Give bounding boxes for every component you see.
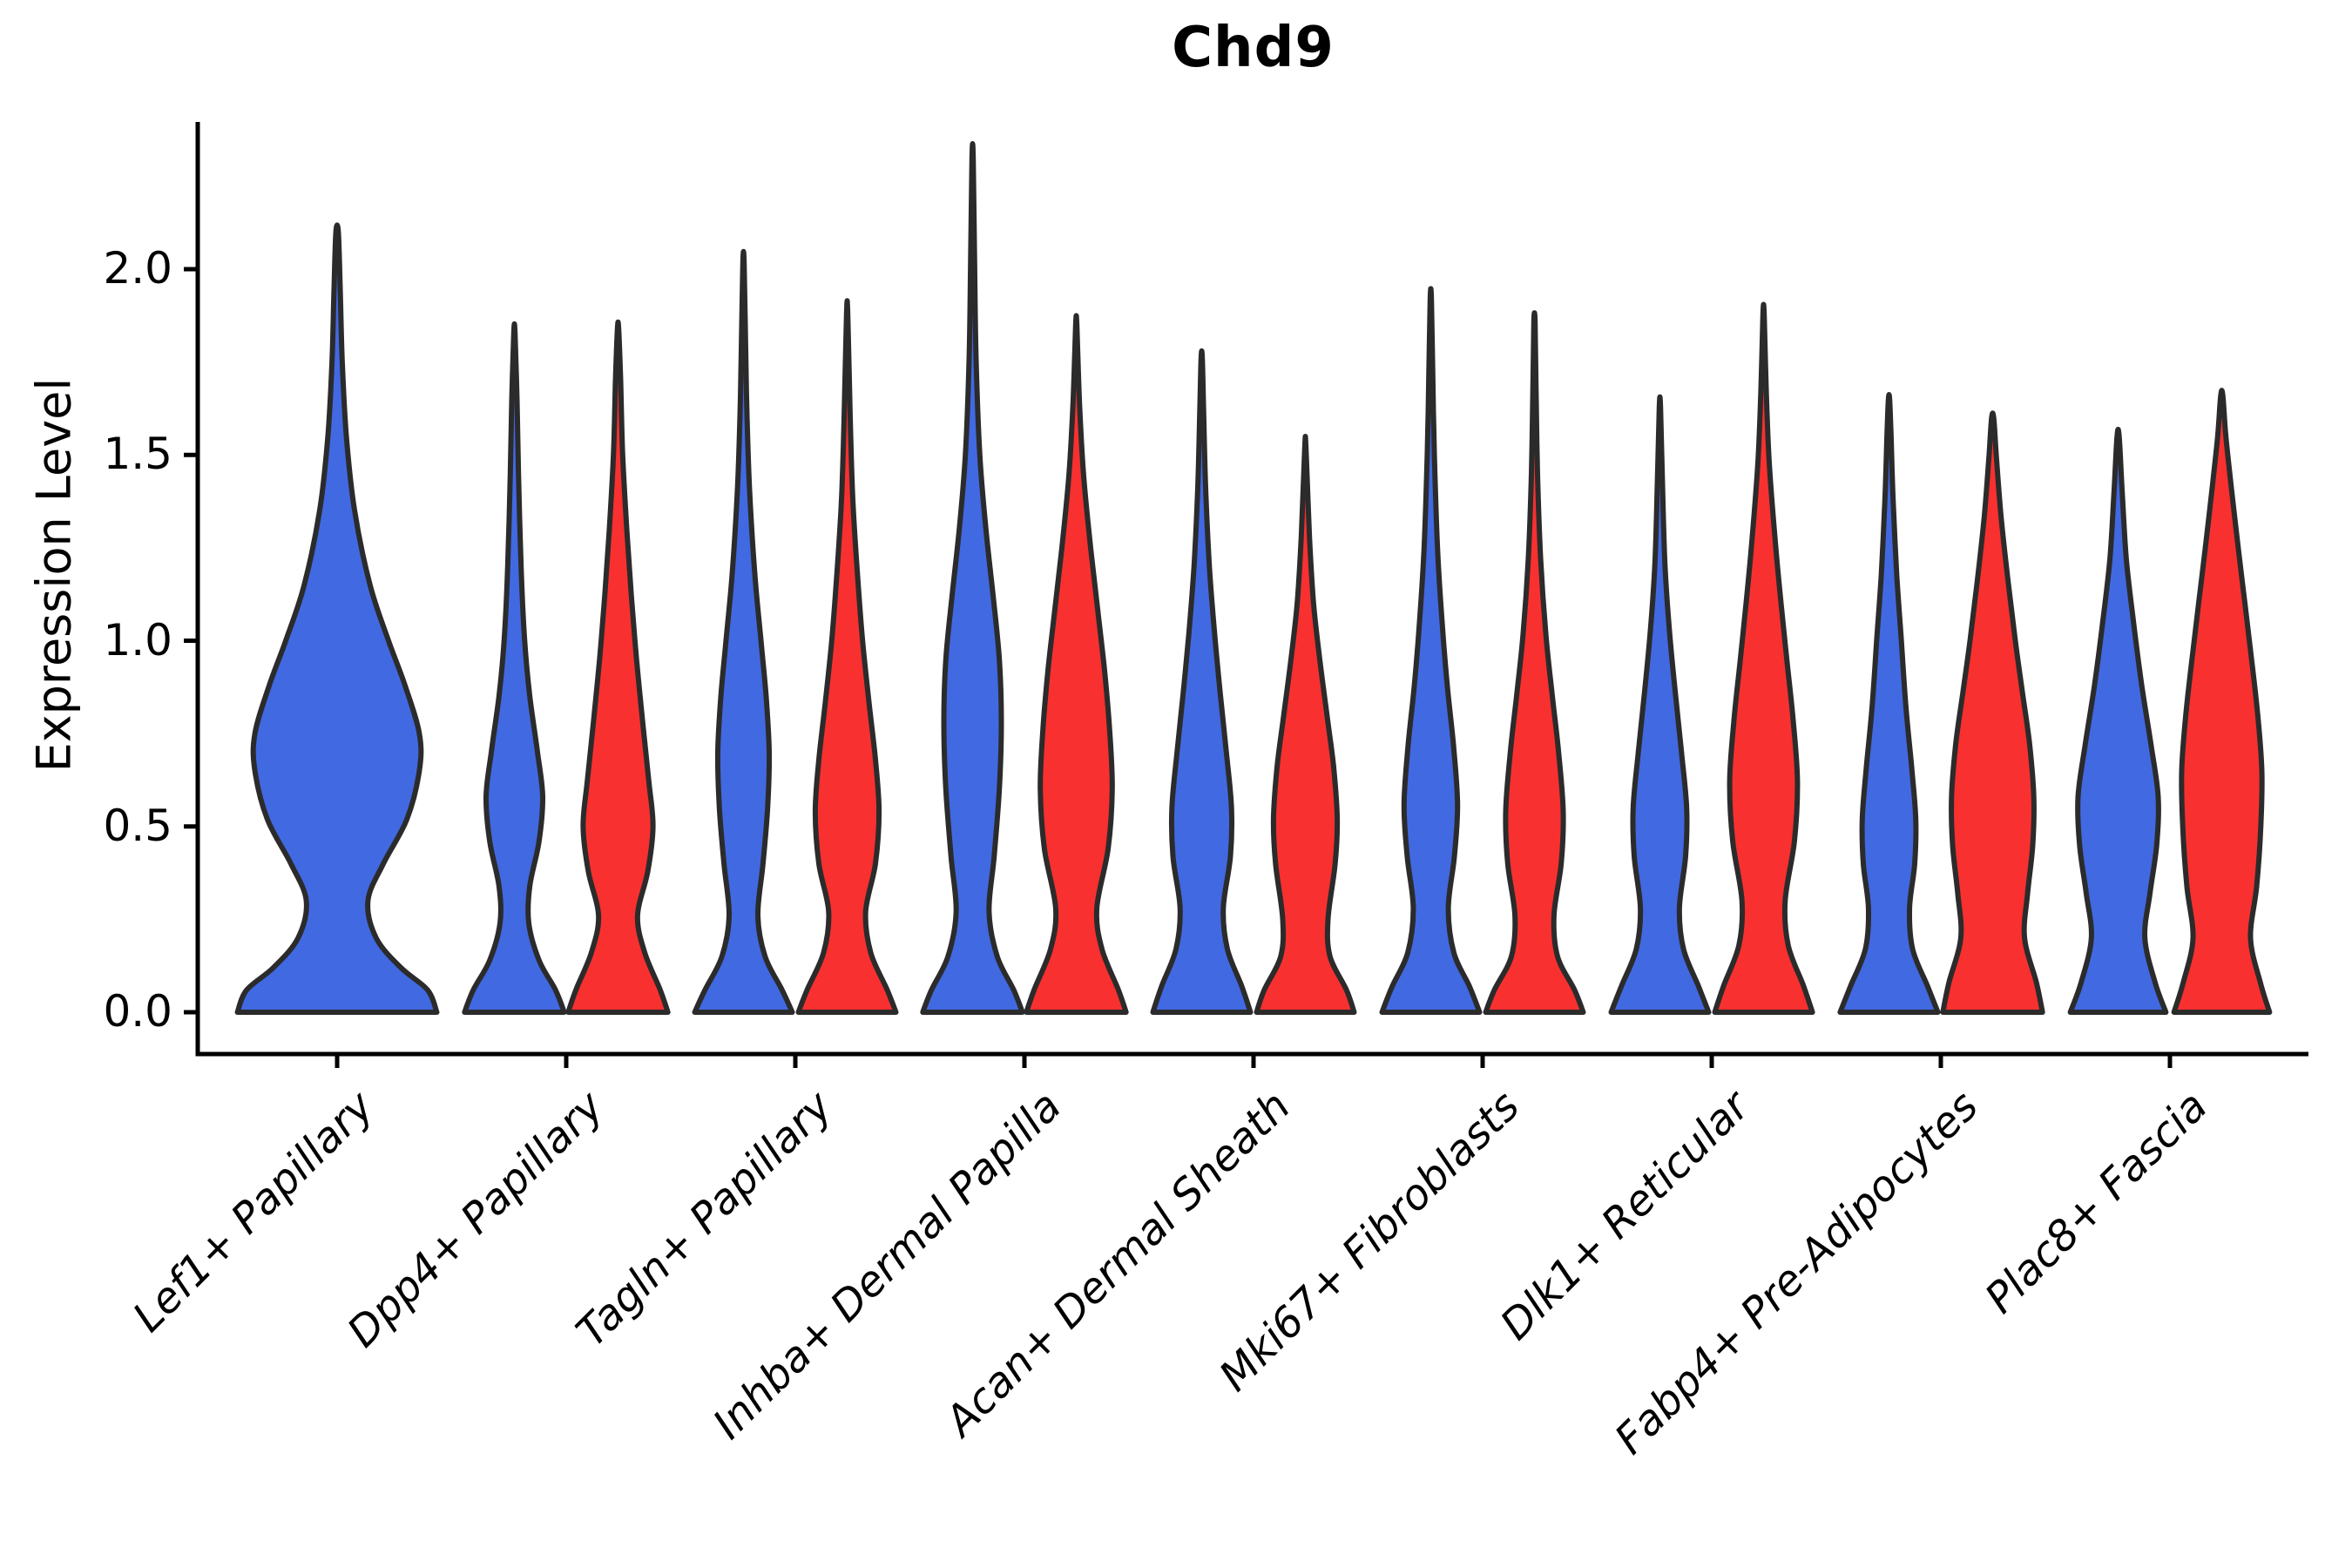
violin-inhba-dermal-papilla-blue	[920, 141, 1025, 1015]
y-tick-label: 1.5	[103, 429, 172, 480]
violin-plac8-fascia-blue	[2067, 426, 2169, 1015]
violin-dpp4-papillary-blue	[462, 321, 567, 1015]
violin-fabp4-pre-adipocytes-red	[1940, 410, 2045, 1015]
y-tick-label: 0.0	[103, 986, 172, 1037]
violin-dlk1-reticular-blue	[1608, 394, 1712, 1015]
violin-inhba-dermal-papilla-red	[1024, 313, 1129, 1015]
violin-lef1-papillary-blue	[234, 222, 440, 1015]
violin-acan-dermal-sheath-blue	[1150, 348, 1254, 1015]
y-tick-label: 0.5	[103, 800, 172, 851]
violin-plac8-fascia-red	[2171, 388, 2273, 1015]
y-tick-label: 2.0	[103, 243, 172, 294]
violin-tagln-papillary-blue	[692, 248, 795, 1015]
y-tick-label: 1.0	[103, 614, 172, 666]
violin-fabp4-pre-adipocytes-blue	[1837, 391, 1941, 1015]
violin-dlk1-reticular-red	[1712, 301, 1815, 1015]
violin-mki67-fibroblasts-red	[1483, 310, 1586, 1015]
violin-tagln-papillary-red	[795, 298, 899, 1015]
violin-dpp4-papillary-red	[565, 319, 671, 1015]
violin-acan-dermal-sheath-red	[1254, 433, 1357, 1015]
chart-title: Chd9	[1172, 16, 1335, 80]
violin-mki67-fibroblasts-blue	[1379, 286, 1483, 1015]
